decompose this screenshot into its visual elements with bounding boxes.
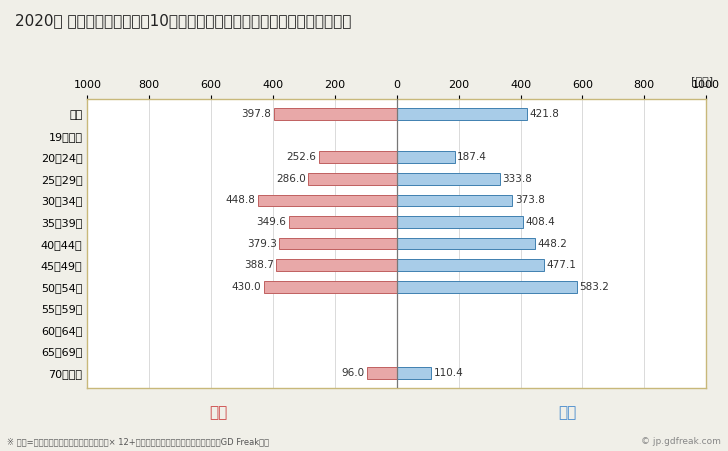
Bar (397, 216, 523, 228)
Bar (288, 216, 397, 228)
Bar (397, 367, 431, 379)
Text: 96.0: 96.0 (341, 368, 365, 378)
Bar (397, 152, 455, 163)
Bar (397, 108, 527, 120)
Text: 379.3: 379.3 (247, 239, 277, 249)
Text: 397.8: 397.8 (241, 109, 272, 120)
Text: 373.8: 373.8 (515, 195, 545, 206)
Bar (397, 173, 500, 185)
Text: 252.6: 252.6 (286, 152, 316, 162)
Bar (274, 108, 397, 120)
Bar (308, 173, 397, 185)
Text: [万円]: [万円] (692, 76, 713, 86)
Text: ※ 年収=「きまって支給する現金給与額」× 12+「年間賞与その他特別給与額」としてGD Freak推計: ※ 年収=「きまって支給する現金給与額」× 12+「年間賞与その他特別給与額」と… (7, 437, 269, 446)
Bar (319, 152, 397, 163)
Bar (264, 281, 397, 293)
Text: 477.1: 477.1 (547, 260, 577, 270)
Text: 333.8: 333.8 (502, 174, 532, 184)
Text: 349.6: 349.6 (256, 217, 286, 227)
Text: 448.2: 448.2 (538, 239, 568, 249)
Text: 448.8: 448.8 (226, 195, 256, 206)
Bar (397, 281, 577, 293)
Bar (258, 194, 397, 207)
Bar (397, 238, 535, 249)
Bar (397, 259, 545, 271)
Text: 408.4: 408.4 (526, 217, 555, 227)
Text: 388.7: 388.7 (244, 260, 274, 270)
Bar (397, 194, 513, 207)
Text: 430.0: 430.0 (232, 281, 261, 292)
Text: 男性: 男性 (558, 405, 577, 420)
Text: 女性: 女性 (209, 405, 228, 420)
Text: 187.4: 187.4 (457, 152, 487, 162)
Text: 583.2: 583.2 (579, 281, 609, 292)
Text: 2020年 民間企業（従業者数10人以上）フルタイム労働者の男女別平均年収: 2020年 民間企業（従業者数10人以上）フルタイム労働者の男女別平均年収 (15, 14, 351, 28)
Text: © jp.gdfreak.com: © jp.gdfreak.com (641, 437, 721, 446)
Text: 421.8: 421.8 (530, 109, 560, 120)
Text: 110.4: 110.4 (433, 368, 463, 378)
Text: 286.0: 286.0 (276, 174, 306, 184)
Bar (280, 238, 397, 249)
Bar (277, 259, 397, 271)
Bar (367, 367, 397, 379)
